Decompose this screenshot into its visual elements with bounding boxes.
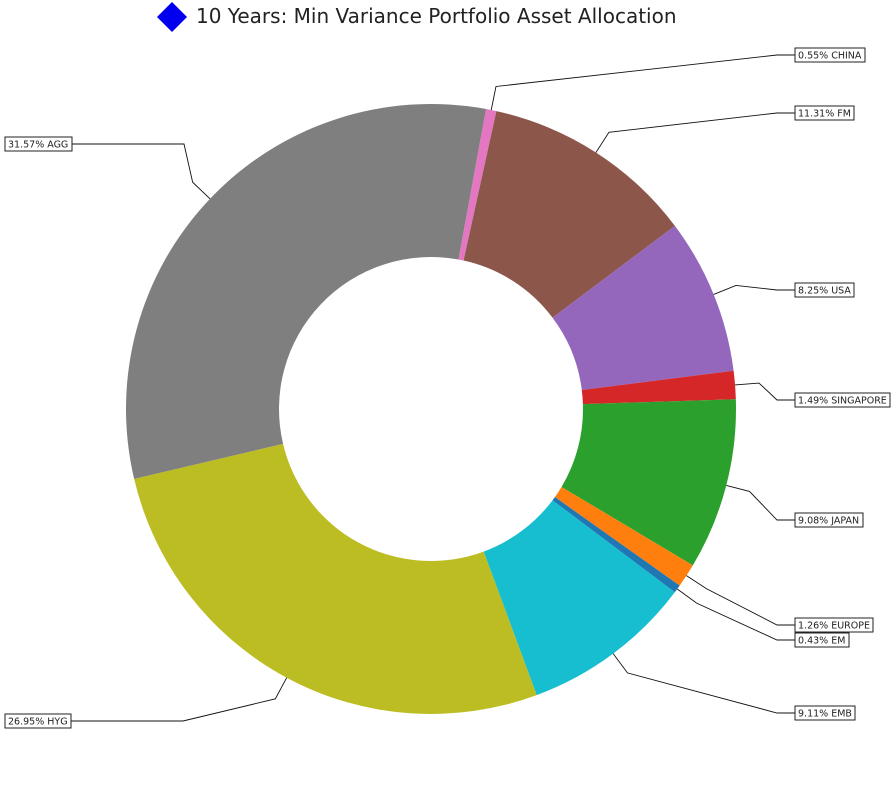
slice-hyg: [134, 443, 537, 715]
slice-labels: 0.55% CHINA 11.31% FM 8.25% USA 1.49% SINGA…: [4, 47, 891, 729]
slice-label-text: 1.26% EUROPE: [798, 621, 870, 632]
leader-line: [676, 588, 795, 641]
slice-label-text: 26.95% HYG: [8, 717, 68, 728]
leader-line: [713, 285, 795, 295]
slice-label-box: [794, 705, 856, 721]
slice-fm: [463, 111, 675, 318]
leader-line: [595, 112, 795, 153]
leader-line: [735, 382, 795, 401]
slice-label-text: 0.55% CHINA: [798, 51, 862, 62]
leader-line: [490, 54, 795, 111]
leader-line: [72, 143, 211, 200]
slice-label-box: [794, 512, 864, 528]
label-emb: 9.11% EMB: [612, 653, 856, 721]
slice-europe: [554, 486, 693, 586]
label-singapore: 1.49% SINGAPORE: [735, 382, 891, 408]
chart-title-text: 10 Years: Min Variance Portfolio Asset A…: [196, 4, 677, 28]
slice-label-text: 0.43% EM: [798, 636, 845, 647]
label-japan: 9.08% JAPAN: [726, 484, 864, 528]
leader-line: [71, 677, 288, 722]
slice-em: [552, 497, 680, 593]
donut-slices: [126, 104, 736, 715]
slice-label-box: [4, 713, 72, 729]
slice-label-box: [794, 632, 850, 648]
slice-label-box: [794, 105, 855, 121]
slice-label-text: 9.08% JAPAN: [798, 516, 859, 527]
slice-label-box: [794, 282, 855, 298]
label-usa: 8.25% USA: [713, 282, 855, 298]
label-china: 0.55% CHINA: [490, 47, 866, 111]
slice-label-box: [4, 136, 73, 152]
leader-line: [726, 484, 795, 521]
leader-line: [686, 575, 795, 626]
slice-label-box: [794, 617, 874, 633]
chart-title: 10 Years: Min Variance Portfolio Asset A…: [157, 2, 677, 32]
label-hyg: 26.95% HYG: [4, 677, 288, 729]
slice-label-text: 8.25% USA: [798, 286, 851, 297]
slice-label-text: 31.57% AGG: [8, 140, 68, 151]
slice-label-box: [794, 392, 891, 408]
label-em: 0.43% EM: [676, 588, 850, 648]
label-agg: 31.57% AGG: [4, 136, 211, 200]
leader-line: [612, 653, 795, 714]
slice-label-text: 9.11% EMB: [798, 709, 852, 720]
slice-label-box: [794, 47, 866, 63]
slice-singapore: [581, 370, 736, 405]
slice-usa: [552, 225, 734, 390]
label-fm: 11.31% FM: [595, 105, 855, 153]
slice-label-text: 11.31% FM: [798, 109, 851, 120]
blue-diamond-icon: [157, 2, 187, 32]
slice-agg: [126, 104, 487, 479]
slice-japan: [561, 399, 736, 566]
slice-emb: [483, 500, 675, 696]
label-europe: 1.26% EUROPE: [686, 575, 874, 633]
slice-label-text: 1.49% SINGAPORE: [798, 396, 887, 407]
slice-china: [458, 109, 497, 261]
